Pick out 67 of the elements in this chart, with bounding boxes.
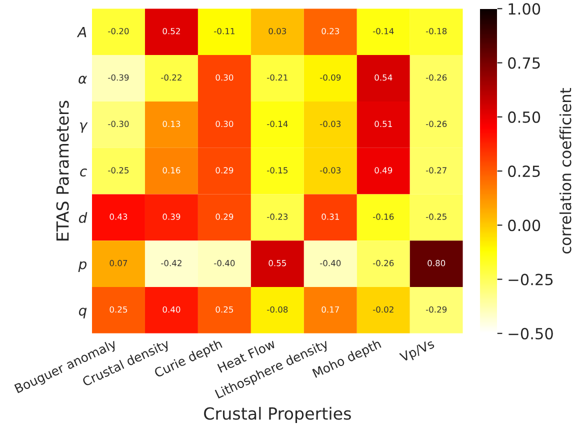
color-bar-label: 0.50 [508,111,540,123]
data-label: -0.15 [267,167,288,174]
data-label: 0.16 [162,167,180,174]
data-label: -0.20 [108,28,129,34]
data-label: -0.11 [214,28,234,34]
data-label: -0.40 [214,260,235,266]
data-label: -0.23 [267,214,288,220]
y-axis-title: ETAS Parameters [56,100,69,240]
data-label: -0.27 [426,167,446,174]
data-label: 0.29 [216,167,234,174]
data-label: -0.18 [426,28,447,34]
data-label: -0.39 [108,74,129,81]
x-tick-label: Vp/Vs [399,338,436,364]
data-label: -0.26 [426,74,447,81]
y-tick-label: A [76,27,86,38]
y-tick-label: d [78,212,88,223]
y-tick-label: p [78,261,86,272]
data-label: 0.31 [322,214,339,220]
y-tick-label: α [78,76,87,84]
data-label: -0.40 [320,260,341,266]
data-label: 0.03 [268,28,286,34]
data-label: 0.52 [162,28,180,34]
data-label: 0.17 [322,306,339,313]
x-axis-title: Crustal Properties [204,406,351,424]
data-label: 0.30 [216,74,234,81]
data-label: -0.26 [373,260,394,266]
data-label: -0.14 [267,120,288,128]
data-label: -0.09 [320,74,341,81]
data-label: 0.25 [110,306,128,313]
color-bar-label: −0.25 [508,274,553,286]
color-bar-label: 0.25 [508,166,540,178]
data-label: -0.14 [373,28,394,34]
data-label: -0.21 [267,74,288,81]
data-label: 0.51 [374,120,392,128]
data-label: -0.08 [267,306,288,313]
data-label: -0.29 [426,306,447,313]
data-label: -0.25 [108,167,129,174]
data-label: -0.26 [426,120,447,128]
color-bar-title: correlation coefficient [559,88,572,254]
data-label: 0.55 [268,260,286,266]
data-label: -0.02 [373,306,394,313]
data-label: -0.30 [108,120,129,128]
color-bar-label: 0.00 [508,220,540,232]
y-tick-label: c [80,168,87,177]
data-label: 0.07 [110,260,128,266]
data-label: 0.25 [216,306,234,313]
data-label: 0.80 [428,260,446,266]
data-label: 0.23 [322,28,340,34]
data-label: -0.42 [161,260,182,266]
y-tick-label: q [78,308,87,318]
data-label: 0.49 [374,167,392,174]
data-label: 0.54 [374,74,392,81]
color-bar-label: 1.00 [508,3,540,15]
data-label: 0.40 [162,306,180,313]
color-bar-label: 0.75 [508,57,540,69]
data-label: 0.13 [162,120,180,128]
data-label: 0.29 [216,214,234,220]
data-label: 0.43 [110,214,128,220]
data-label: -0.03 [320,120,341,128]
data-label: -0.22 [161,74,182,81]
data-label: 0.30 [216,120,234,128]
data-label: -0.16 [373,214,394,220]
data-label: 0.39 [162,214,180,220]
y-tick-label: γ [80,122,88,133]
color-bar-label: −0.50 [508,328,553,340]
data-label: -0.25 [426,214,446,220]
data-label: -0.03 [320,167,341,174]
